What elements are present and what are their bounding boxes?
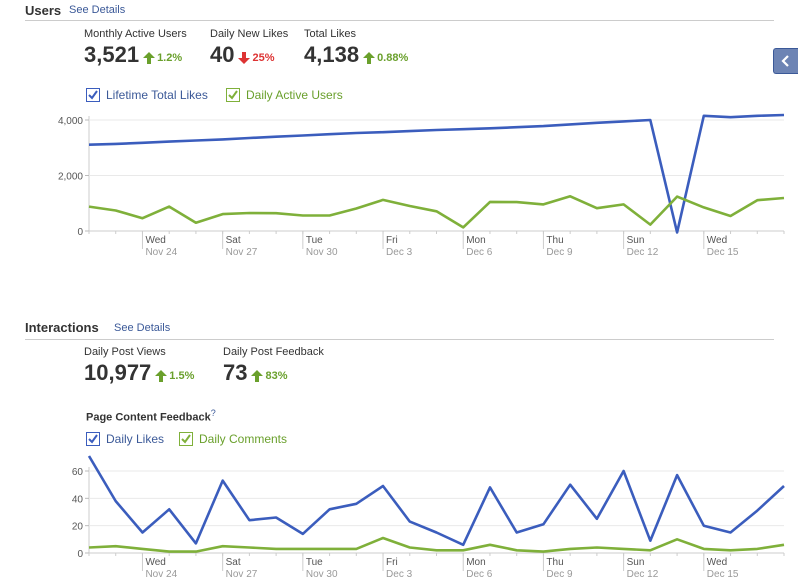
stat-value: 3,521 xyxy=(84,42,140,67)
x-tick-date-label: Dec 15 xyxy=(707,247,739,258)
stat-label: Daily Post Feedback xyxy=(223,346,324,358)
legend-daily-active-users[interactable]: Daily Active Users xyxy=(226,88,343,102)
arrow-up-icon xyxy=(251,370,264,382)
y-tick-label: 60 xyxy=(72,467,84,478)
stat-change: 0.88% xyxy=(363,52,408,64)
users-divider xyxy=(25,20,774,21)
x-tick-day-label: Wed xyxy=(707,235,727,246)
x-tick-date-label: Dec 15 xyxy=(707,569,739,580)
chevron-left-icon xyxy=(781,55,789,67)
arrow-down-icon xyxy=(238,52,251,64)
stat-daily-post-views: Daily Post Views 10,977 1.5% xyxy=(84,346,194,386)
interactions-section-title: Interactions xyxy=(25,320,99,335)
stat-value: 40 xyxy=(210,42,235,67)
x-tick-day-label: Sun xyxy=(627,235,645,246)
stat-label: Daily Post Views xyxy=(84,346,166,358)
x-tick-day-label: Sun xyxy=(627,557,645,568)
stat-total-likes: Total Likes 4,138 0.88% xyxy=(304,28,408,68)
stat-label: Daily New Likes xyxy=(210,28,289,40)
x-tick-date-label: Dec 6 xyxy=(466,247,493,258)
x-tick-date-label: Dec 3 xyxy=(386,569,413,580)
y-tick-label: 40 xyxy=(72,494,84,505)
x-tick-day-label: Wed xyxy=(145,557,165,568)
users-section-title: Users xyxy=(25,3,62,18)
arrow-up-icon xyxy=(143,52,156,64)
y-tick-label: 4,000 xyxy=(58,116,83,127)
series-line-lifetime-total-likes xyxy=(88,113,785,234)
x-tick-date-label: Dec 9 xyxy=(546,569,573,580)
series-line-daily-active-users xyxy=(88,195,785,229)
x-tick-date-label: Nov 24 xyxy=(145,569,177,580)
x-tick-day-label: Mon xyxy=(466,557,485,568)
stat-label: Total Likes xyxy=(304,28,356,40)
x-tick-date-label: Dec 12 xyxy=(627,569,659,580)
arrow-up-icon xyxy=(363,52,376,64)
series-line-daily-likes xyxy=(87,455,785,547)
stat-value: 73 xyxy=(223,360,248,385)
y-tick-label: 2,000 xyxy=(58,172,83,183)
x-tick-date-label: Nov 27 xyxy=(226,247,258,258)
checkbox-checked-icon[interactable] xyxy=(179,432,193,446)
stat-label: Monthly Active Users xyxy=(84,28,187,40)
x-tick-day-label: Sat xyxy=(226,235,241,246)
checkbox-checked-icon[interactable] xyxy=(86,88,100,102)
help-icon[interactable]: ? xyxy=(210,408,216,418)
stat-value: 10,977 xyxy=(84,360,152,385)
stat-monthly-active-users: Monthly Active Users 3,521 1.2% xyxy=(84,28,187,68)
x-tick-day-label: Thu xyxy=(546,557,563,568)
x-tick-day-label: Wed xyxy=(707,557,727,568)
collapse-panel-button[interactable] xyxy=(773,48,798,74)
series-line-daily-comments xyxy=(88,536,785,553)
x-tick-day-label: Tue xyxy=(306,557,323,568)
x-tick-day-label: Wed xyxy=(145,235,165,246)
x-tick-date-label: Dec 3 xyxy=(386,247,413,258)
legend-daily-likes[interactable]: Daily Likes xyxy=(86,432,164,446)
interactions-see-details-link[interactable]: See Details xyxy=(114,322,171,334)
stat-daily-post-feedback: Daily Post Feedback 73 83% xyxy=(223,346,324,386)
stat-change: 83% xyxy=(251,370,288,382)
legend-daily-comments[interactable]: Daily Comments xyxy=(179,432,287,446)
checkbox-checked-icon[interactable] xyxy=(226,88,240,102)
x-tick-date-label: Dec 6 xyxy=(466,569,493,580)
x-tick-day-label: Fri xyxy=(386,235,398,246)
stat-change: 1.2% xyxy=(143,52,182,64)
y-tick-label: 0 xyxy=(77,549,83,560)
stat-change: 25% xyxy=(238,52,275,64)
page-content-feedback-title: Page Content Feedback? xyxy=(86,408,216,424)
users-see-details-link[interactable]: See Details xyxy=(69,4,126,16)
legend-lifetime-total-likes[interactable]: Lifetime Total Likes xyxy=(86,88,208,102)
x-tick-date-label: Nov 24 xyxy=(145,247,177,258)
interactions-divider xyxy=(25,339,774,340)
x-tick-date-label: Nov 30 xyxy=(306,247,338,258)
arrow-up-icon xyxy=(155,370,168,382)
checkbox-checked-icon[interactable] xyxy=(86,432,100,446)
stat-change: 1.5% xyxy=(155,370,194,382)
x-tick-day-label: Fri xyxy=(386,557,398,568)
x-tick-date-label: Dec 12 xyxy=(627,247,659,258)
y-tick-label: 20 xyxy=(72,522,84,533)
x-tick-date-label: Nov 27 xyxy=(226,569,258,580)
y-tick-label: 0 xyxy=(77,227,83,238)
stat-value: 4,138 xyxy=(304,42,360,67)
x-tick-day-label: Sat xyxy=(226,557,241,568)
x-tick-day-label: Tue xyxy=(306,235,323,246)
x-tick-day-label: Thu xyxy=(546,235,563,246)
x-tick-date-label: Nov 30 xyxy=(306,569,338,580)
x-tick-date-label: Dec 9 xyxy=(546,247,573,258)
x-tick-day-label: Mon xyxy=(466,235,485,246)
stat-daily-new-likes: Daily New Likes 40 25% xyxy=(210,28,288,68)
